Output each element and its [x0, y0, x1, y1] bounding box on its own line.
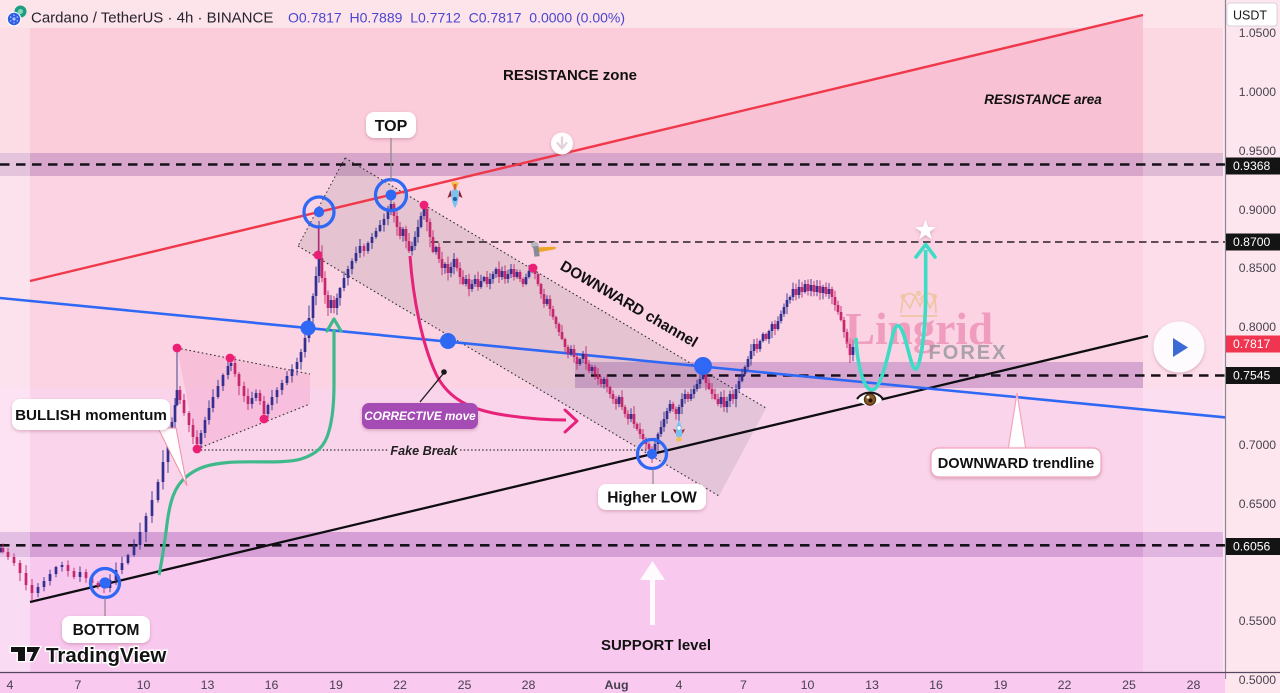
svg-text:TradingView: TradingView [46, 644, 166, 667]
svg-text:22: 22 [1058, 678, 1072, 692]
svg-text:Higher LOW: Higher LOW [607, 490, 697, 507]
svg-text:0.7817: 0.7817 [1233, 337, 1270, 351]
svg-text:19: 19 [329, 678, 343, 692]
svg-text:0.6500: 0.6500 [1239, 497, 1276, 511]
svg-text:19: 19 [994, 678, 1008, 692]
svg-text:USDT: USDT [1233, 9, 1267, 23]
svg-text:1.0000: 1.0000 [1239, 85, 1276, 99]
svg-text:O0.7817 H0.7889 L0.7712 C0.: O0.7817 H0.7889 L0.7712 C0.7817 0.0000 (… [288, 10, 625, 26]
svg-text:4: 4 [676, 678, 683, 692]
svg-text:0.5000: 0.5000 [1239, 673, 1276, 687]
svg-text:0.9368: 0.9368 [1233, 159, 1270, 173]
svg-text:RESISTANCE zone: RESISTANCE zone [503, 67, 637, 84]
svg-text:BOTTOM: BOTTOM [73, 622, 140, 639]
svg-text:28: 28 [522, 678, 536, 692]
svg-text:7: 7 [740, 678, 747, 692]
svg-text:13: 13 [201, 678, 215, 692]
svg-text:Fake Break: Fake Break [390, 444, 458, 458]
svg-text:0.7000: 0.7000 [1239, 438, 1276, 452]
svg-text:16: 16 [265, 678, 279, 692]
svg-text:RESISTANCE area: RESISTANCE area [984, 92, 1102, 107]
svg-text:13: 13 [865, 678, 879, 692]
svg-text:25: 25 [1122, 678, 1136, 692]
svg-text:SUPPORT level: SUPPORT level [601, 637, 711, 654]
svg-text:0.9000: 0.9000 [1239, 203, 1276, 217]
svg-text:10: 10 [801, 678, 815, 692]
svg-text:10: 10 [137, 678, 151, 692]
svg-text:Aug: Aug [604, 678, 628, 692]
svg-text:TOP: TOP [375, 118, 408, 135]
svg-text:7: 7 [75, 678, 82, 692]
svg-text:0.8500: 0.8500 [1239, 261, 1276, 275]
svg-text:Cardano / TetherUS · 4h · BINA: Cardano / TetherUS · 4h · BINANCE [31, 10, 273, 27]
svg-text:0.8700: 0.8700 [1233, 235, 1270, 249]
svg-text:25: 25 [458, 678, 472, 692]
svg-text:16: 16 [929, 678, 943, 692]
svg-text:28: 28 [1187, 678, 1201, 692]
svg-text:CORRECTIVE move: CORRECTIVE move [364, 409, 476, 423]
svg-text:BULLISH momentum: BULLISH momentum [15, 407, 167, 424]
svg-text:0.5500: 0.5500 [1239, 614, 1276, 628]
svg-text:DOWNWARD trendline: DOWNWARD trendline [938, 456, 1094, 472]
svg-text:1.0500: 1.0500 [1239, 26, 1276, 40]
svg-text:FOREX: FOREX [929, 342, 1008, 364]
svg-text:22: 22 [393, 678, 407, 692]
svg-text:4: 4 [7, 678, 14, 692]
svg-text:0.9500: 0.9500 [1239, 144, 1276, 158]
svg-text:0.6056: 0.6056 [1233, 540, 1270, 554]
svg-text:Lingrid: Lingrid [845, 304, 993, 354]
svg-text:0.7545: 0.7545 [1233, 369, 1270, 383]
svg-text:0.8000: 0.8000 [1239, 320, 1276, 334]
